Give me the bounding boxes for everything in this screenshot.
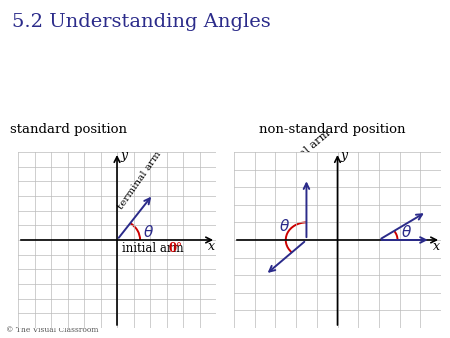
Text: y: y — [120, 149, 127, 163]
Text: initial  arm: initial arm — [291, 229, 354, 239]
Text: $\theta$: $\theta$ — [143, 224, 153, 240]
Text: © The Visual Classroom: © The Visual Classroom — [6, 326, 99, 334]
Text: $\theta$: $\theta$ — [279, 218, 289, 234]
Text: 0°: 0° — [168, 242, 182, 256]
Text: standard position: standard position — [9, 123, 126, 136]
Text: $\theta$: $\theta$ — [286, 205, 296, 220]
Text: terminal arm: terminal arm — [116, 150, 163, 211]
Text: non-standard position: non-standard position — [259, 123, 405, 136]
Text: y: y — [341, 149, 348, 162]
Text: x: x — [433, 240, 440, 252]
Text: terminal arm: terminal arm — [269, 128, 333, 183]
Text: 5.2 Understanding Angles: 5.2 Understanding Angles — [12, 13, 271, 31]
Text: $\theta$: $\theta$ — [400, 224, 412, 240]
Text: x: x — [208, 240, 215, 253]
Text: initial arm: initial arm — [122, 242, 184, 256]
